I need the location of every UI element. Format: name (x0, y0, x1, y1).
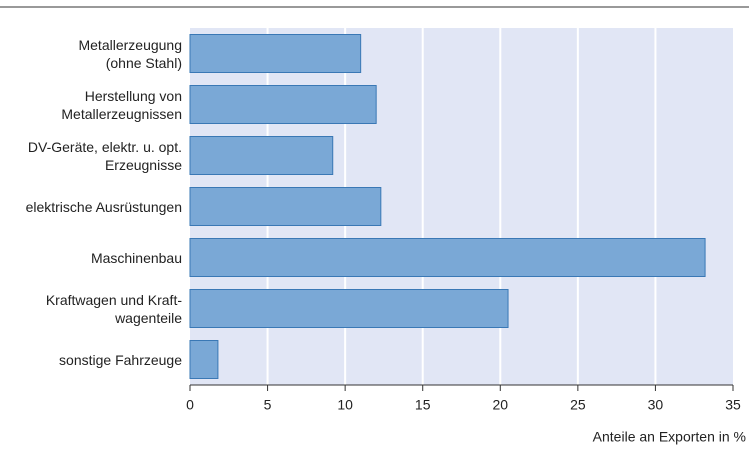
category-label: Metallerzeugung (ohne Stahl) (78, 36, 182, 71)
category-label: elektrische Ausrüstungen (25, 198, 182, 215)
bar (189, 85, 377, 124)
x-tick-label: 30 (648, 397, 664, 413)
x-tick-label: 25 (570, 397, 586, 413)
x-tick-label: 5 (264, 397, 272, 413)
bar (189, 136, 334, 175)
bar (189, 289, 509, 328)
bar (189, 238, 706, 277)
x-tick-label: 10 (337, 397, 353, 413)
category-label: DV-Geräte, elektr. u. opt. Erzeugnisse (27, 138, 182, 173)
x-tick-label: 35 (725, 397, 741, 413)
category-label: Herstellung von Metallerzeugnissen (61, 87, 182, 122)
x-tick-label: 20 (492, 397, 508, 413)
bar (189, 187, 382, 226)
category-label: Maschinenbau (90, 249, 182, 266)
category-label: Kraftwagen und Kraft- wagenteile (45, 291, 182, 326)
x-tick-label: 15 (415, 397, 431, 413)
x-tick-label: 0 (186, 397, 194, 413)
x-axis-title: Anteile an Exporten in % (593, 429, 746, 445)
bar (189, 34, 362, 73)
bar (189, 340, 219, 379)
category-label: sonstige Fahrzeuge (59, 351, 182, 368)
